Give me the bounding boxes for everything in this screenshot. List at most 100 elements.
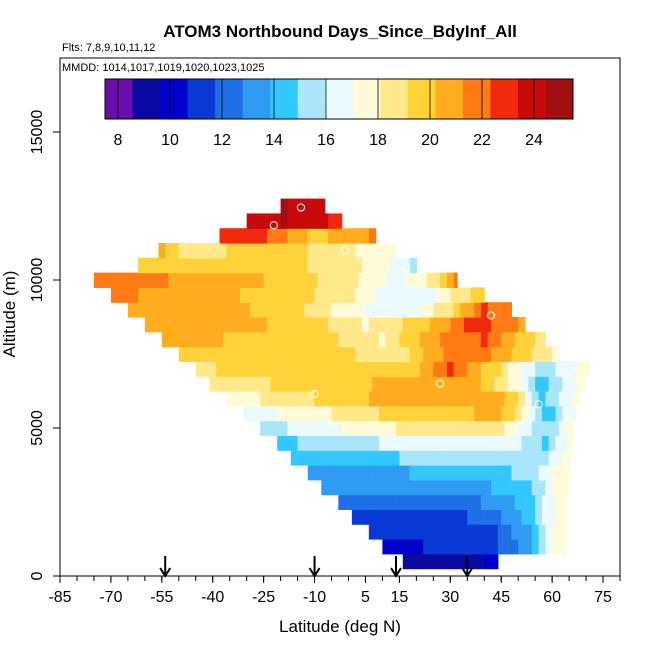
heatmap-cell: [562, 361, 570, 377]
heatmap-cell: [504, 317, 512, 333]
heatmap-cell: [484, 346, 492, 362]
heatmap-cell: [521, 331, 529, 348]
heatmap-cell: [457, 317, 465, 333]
heatmap-cell: [389, 243, 397, 259]
x-axis: -85 -70 -55 -40 -25 -10 5 15 30 45 60 75: [48, 576, 621, 606]
heatmap-cell: [501, 494, 509, 510]
heatmap-cell: [127, 272, 136, 288]
colorbar: 8 10 12 14 16 18 20 22 24: [104, 78, 574, 149]
heatmap-cell: [270, 376, 278, 392]
heatmap-cell: [406, 405, 414, 422]
heatmap-cell: [392, 435, 400, 451]
heatmap-cell: [569, 376, 577, 392]
heatmap-cell: [457, 479, 465, 496]
heatmap-cell: [379, 405, 387, 422]
heatmap-cell: [134, 302, 143, 318]
heatmap-cell: [168, 302, 176, 318]
heatmap-cell: [358, 509, 367, 525]
heatmap-cell: [416, 346, 424, 362]
heatmap-cell: [474, 376, 482, 392]
heatmap-cell: [562, 405, 570, 422]
heatmap-cell: [165, 243, 173, 259]
heatmap-cell: [545, 539, 553, 555]
heatmap-cell: [406, 450, 414, 466]
heatmap-cell: [558, 539, 567, 555]
heatmap-cell: [426, 302, 434, 318]
heatmap-cell: [480, 494, 489, 510]
heatmap-cell: [277, 361, 285, 377]
heatmap-cell: [355, 420, 363, 436]
heatmap-cell: [172, 317, 180, 333]
heatmap-cell: [406, 376, 414, 392]
heatmap-cell: [555, 450, 563, 466]
heatmap-cell: [436, 287, 445, 303]
heatmap-cell: [501, 509, 509, 525]
heatmap-cell: [219, 228, 227, 244]
heatmap-cell: [226, 317, 234, 333]
heatmap-cell: [412, 405, 421, 422]
heatmap-cell: [334, 317, 343, 333]
heatmap-cell: [121, 272, 129, 288]
heatmap-cell: [287, 243, 295, 259]
heatmap-cell: [521, 361, 529, 377]
heatmap-cell: [368, 228, 377, 244]
sample-marker: [564, 463, 574, 473]
heatmap-cell: [426, 435, 434, 451]
heatmap-cell: [453, 302, 462, 318]
heatmap-cell: [409, 391, 417, 407]
x-tick-label: -25: [252, 589, 275, 606]
heatmap-cell: [345, 435, 353, 451]
heatmap-cell: [294, 317, 302, 333]
heatmap-cell: [297, 361, 305, 377]
heatmap-cell: [470, 539, 479, 555]
heatmap-cell: [548, 376, 557, 392]
heatmap-cell: [569, 435, 574, 451]
heatmap-cell: [416, 539, 424, 555]
heatmap-cell: [412, 509, 421, 525]
y-axis: 0 5000 10000 15000: [29, 110, 60, 580]
heatmap-cell: [402, 553, 411, 570]
heatmap-cell: [297, 405, 305, 422]
heatmap-cell: [321, 257, 329, 274]
sample-marker: [561, 369, 570, 378]
heatmap-cell: [300, 391, 309, 407]
heatmap-cell: [382, 524, 390, 540]
heatmap-cell: [548, 361, 557, 377]
heatmap-cell: [440, 331, 448, 348]
heatmap-cell: [463, 287, 472, 303]
heatmap-cell: [351, 509, 360, 525]
heatmap-cell: [440, 302, 448, 318]
heatmap-cell: [185, 243, 193, 259]
heatmap-cell: [436, 465, 445, 481]
heatmap-cell: [328, 346, 336, 362]
heatmap-cell: [477, 524, 485, 540]
colorbar-segment: [297, 79, 326, 119]
heatmap-cell: [341, 479, 350, 496]
heatmap-cell: [372, 302, 380, 318]
heatmap-cell: [426, 272, 434, 288]
heatmap-cell: [212, 257, 221, 274]
heatmap-cell: [409, 479, 417, 496]
heatmap-cell: [321, 243, 329, 259]
heatmap-cell: [304, 361, 312, 377]
heatmap-cell: [470, 391, 479, 407]
heatmap-cell: [535, 405, 543, 422]
heatmap-cell: [501, 376, 509, 392]
heatmap-cell: [188, 272, 197, 288]
heatmap-cell: [233, 346, 241, 362]
heatmap-cell: [511, 479, 519, 496]
heatmap-cell: [416, 317, 424, 333]
heatmap-cell: [399, 272, 407, 288]
heatmap-cell: [185, 317, 193, 333]
heatmap-cell: [402, 257, 411, 274]
heatmap-cell: [158, 243, 166, 259]
heatmap-cell: [450, 317, 458, 333]
heatmap-cell: [457, 524, 465, 540]
chart-title: ATOM3 Northbound Days_Since_BdyInf_All: [163, 22, 517, 41]
heatmap-cell: [460, 376, 468, 392]
heatmap-cell: [365, 361, 373, 377]
heatmap-cell: [216, 302, 224, 318]
heatmap-cell: [307, 243, 316, 259]
heatmap-cell: [321, 198, 326, 214]
heatmap-cell: [379, 509, 387, 525]
